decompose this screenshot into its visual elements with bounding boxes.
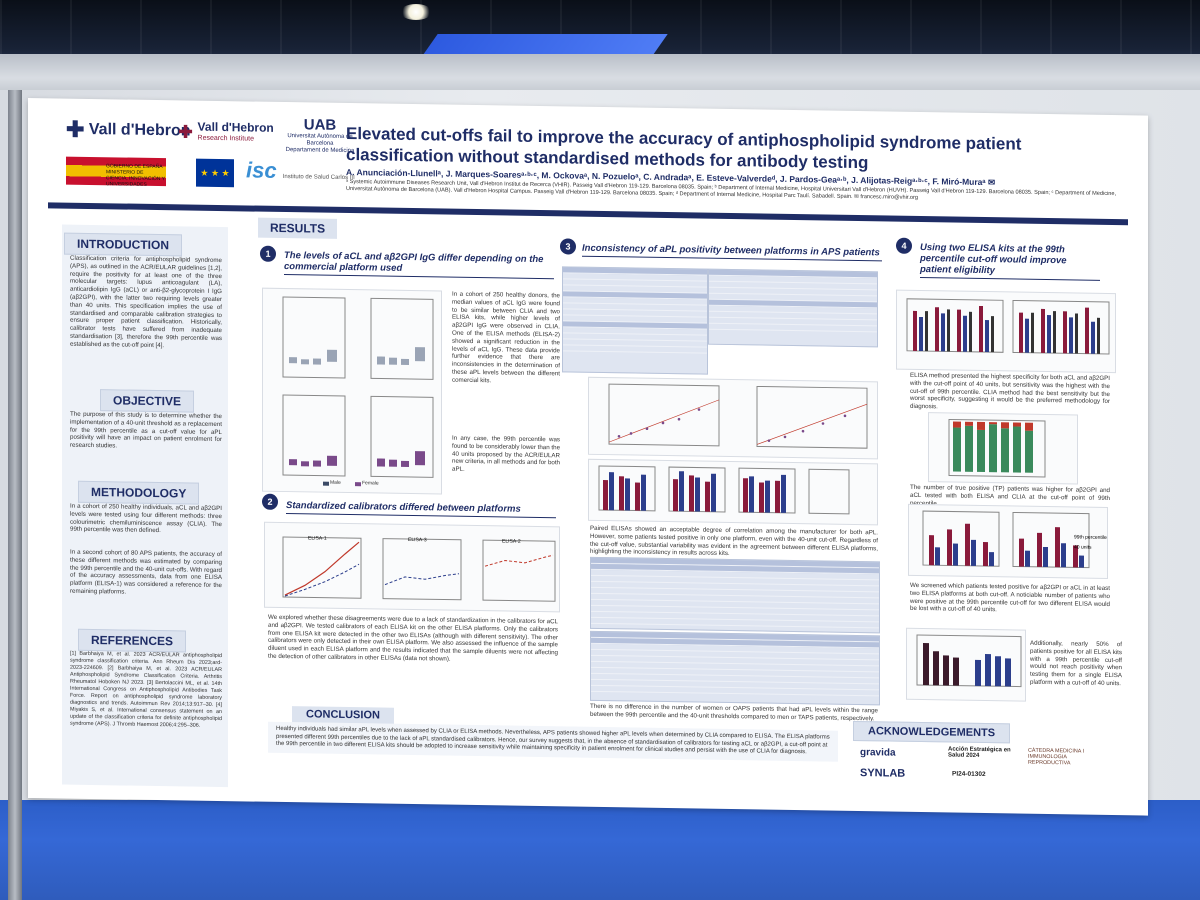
acknowledgements-heading: ACKNOWLEDGEMENTS <box>853 720 1011 744</box>
legend-male: Male <box>330 479 341 486</box>
section-4-text-3: We screened which patients tested positi… <box>910 581 1110 614</box>
metal-pole <box>8 90 22 900</box>
agreement-bar-charts <box>588 458 878 526</box>
calibrator-chart-2-title: ELISA-3 <box>408 536 427 544</box>
women-table <box>590 556 880 634</box>
references-text: [1] Barbhaiya M, et al. 2023 ACR/EULAR a… <box>70 650 222 729</box>
blue-light-strip <box>422 34 668 56</box>
section-2-number: 2 <box>262 493 278 510</box>
methodology-text-2: In a second cohort of 80 APS patients, t… <box>70 548 222 596</box>
conclusion-text: Healthy individuals had similar aPL leve… <box>268 721 838 762</box>
plus-icon: ✚ <box>178 121 194 143</box>
section-1-title: The levels of aCL and aβ2GPI IgG differ … <box>284 250 554 280</box>
ceiling-lamp <box>400 4 432 20</box>
spanish-government-logo: GOBIERNO DE ESPAÑA MINISTERIO DE CIENCIA… <box>66 156 166 188</box>
demographics-table-left <box>562 266 708 375</box>
isciii-logo: isc Instituto de Salud Carlos III <box>246 157 355 183</box>
tp-bars <box>922 510 1090 569</box>
section-1-number: 1 <box>260 245 276 262</box>
legend-99th-percentile: 99th percentile <box>1074 534 1107 541</box>
section-4-text-4: Additionally, nearly 50% of patients pos… <box>1030 639 1122 688</box>
methodology-heading: METHODOLOGY <box>78 480 200 505</box>
board-frame <box>0 54 1200 94</box>
section-4-number: 4 <box>896 237 912 254</box>
sensitivity-specificity-charts <box>896 289 1116 374</box>
calibrator-curves-figure <box>264 521 560 613</box>
introduction-text: Classification criteria for antiphosphol… <box>70 254 222 349</box>
patient-loss-bars <box>916 634 1022 688</box>
sensitivity-bars <box>906 298 1110 355</box>
correlation-plots <box>588 376 878 460</box>
accion-estrategica-label: Acción Estratégica en Salud 2024 <box>948 746 1011 759</box>
legend-female: Female <box>362 480 379 487</box>
blue-floor-panel <box>0 800 1200 900</box>
calibrator-chart-3-title: ELISA-2 <box>502 538 521 545</box>
synlab-logo: SYNLAB <box>860 767 906 780</box>
plus-icon: ✚ <box>66 116 85 142</box>
section-3-title: Inconsistency of aPL positivity between … <box>582 242 882 262</box>
methodology-text-1: In a cohort of 250 healthy individuals, … <box>70 502 222 535</box>
vall-hebron-logo: ✚ Vall d'Hebron <box>66 116 191 142</box>
boxplot-figure <box>262 287 442 495</box>
section-2-title: Standardized calibrators differed betwee… <box>286 500 556 519</box>
demographics-table-right <box>708 268 878 348</box>
catedra-logo: CÀTEDRA MEDICINA I IMMUNOLOGIA REPRODUCT… <box>1028 747 1085 767</box>
eu-flag-icon: ★ ★ ★ <box>196 158 234 188</box>
acknowledgement-logos: gravida SYNLAB Acción Estratégica en Sal… <box>848 741 1088 795</box>
section-3-text-1: Paired ELISAs showed an acceptable degre… <box>590 524 878 558</box>
agreement-bars <box>598 465 850 515</box>
references-heading: REFERENCES <box>78 628 187 653</box>
stacked-percentage-chart <box>928 412 1078 485</box>
objective-text: The purpose of this study is to determin… <box>70 410 222 450</box>
scientific-poster: ✚ Vall d'Hebron ✚ Vall d'Hebron Research… <box>28 98 1148 816</box>
grant-code: PI24-01302 <box>952 770 986 779</box>
section-4-title: Using two ELISA kits at the 99th percent… <box>920 242 1100 281</box>
vall-hebron-research-logo: ✚ Vall d'Hebron Research Institute <box>178 119 274 143</box>
results-heading: RESULTS <box>258 217 338 239</box>
header-divider <box>48 202 1128 226</box>
section-2-text: We explored whether these disagreements … <box>268 613 558 663</box>
gravida-logo: gravida <box>860 747 896 759</box>
objective-heading: OBJECTIVE <box>100 389 195 413</box>
section-1-text-1: In a cohort of 250 healthy donors, the m… <box>452 290 560 385</box>
section-3-number: 3 <box>560 238 576 255</box>
calibrator-chart-1-title: ELISA-1 <box>308 535 327 542</box>
boxplot-charts <box>282 296 434 487</box>
true-positive-bar-charts <box>908 503 1108 579</box>
scatter-plots <box>608 383 868 449</box>
patient-loss-chart <box>906 627 1026 702</box>
conclusion-heading: CONCLUSION <box>292 706 394 724</box>
section-3-text-2: There is no difference in the number of … <box>590 702 878 723</box>
stacked-bars <box>948 418 1046 478</box>
section-1-text-2: In any case, the 99th percentile was fou… <box>452 434 561 474</box>
introduction-heading: INTRODUCTION <box>64 232 182 257</box>
oaps-table <box>590 630 880 706</box>
legend-40-units: 40 units <box>1074 544 1092 551</box>
calibrator-curves <box>282 536 556 602</box>
section-4-text-1: ELISA method presented the highest speci… <box>910 371 1110 411</box>
